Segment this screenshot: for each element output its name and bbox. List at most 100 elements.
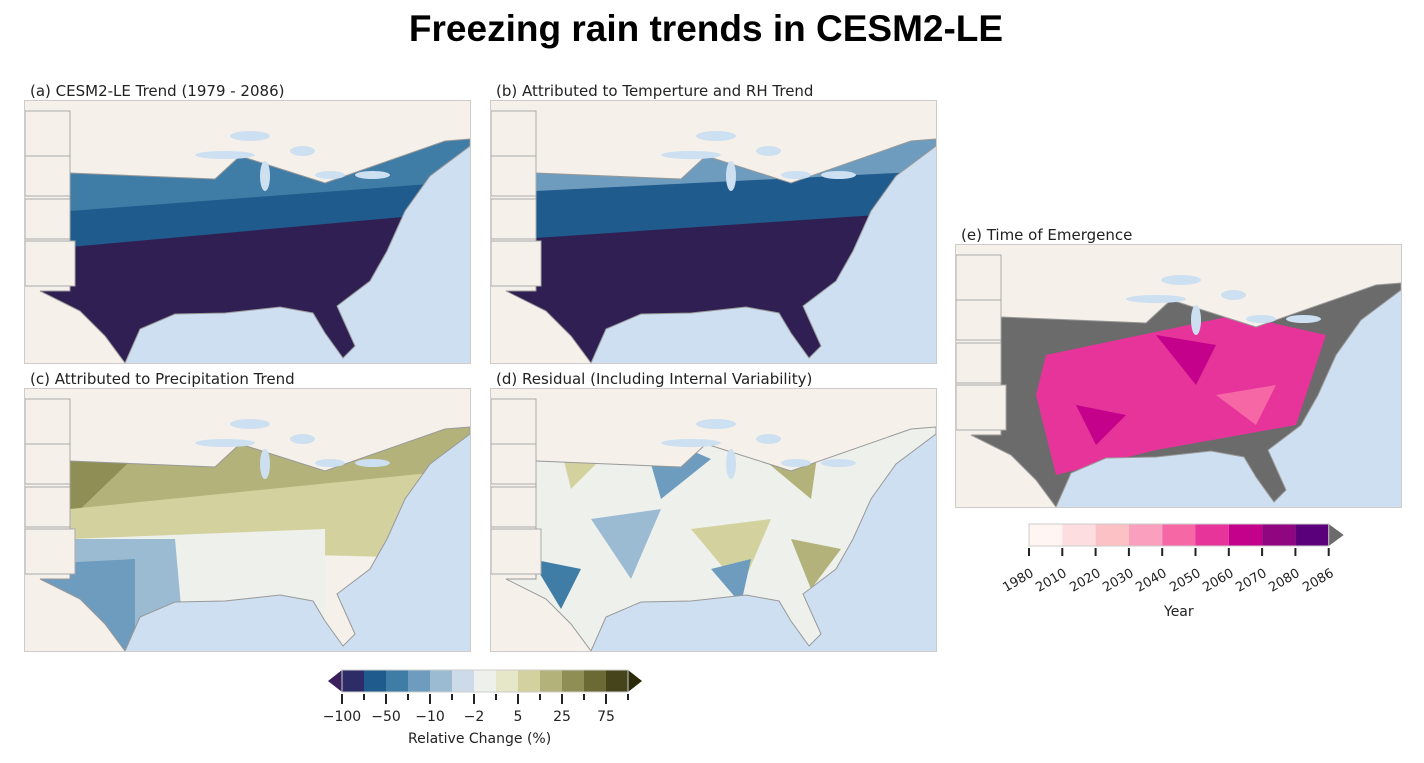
colorbar-under-arrow <box>328 670 342 692</box>
state-outline <box>956 299 1002 341</box>
figure-title: Freezing rain trends in CESM2-LE <box>408 8 1004 49</box>
colorbar-swatch <box>430 670 452 692</box>
colorbar-swatch <box>1095 524 1129 546</box>
colorbar-year-label: Year <box>1164 604 1194 620</box>
colorbar-tick-label: 2010 <box>1033 566 1070 596</box>
great-lake <box>1286 315 1321 323</box>
colorbar-tick-label: −50 <box>371 709 401 725</box>
colorbar-tick-label: 2040 <box>1133 566 1170 596</box>
colorbar-swatch <box>496 670 518 692</box>
great-lake <box>726 449 736 479</box>
colorbar-swatch <box>386 670 408 692</box>
colorbar-tick-label: 5 <box>513 709 523 725</box>
great-lake <box>696 131 736 141</box>
colorbar-tick-label: 2060 <box>1200 566 1237 596</box>
great-lake <box>756 434 781 444</box>
state-outline <box>491 528 542 575</box>
state-outline <box>25 528 76 575</box>
state-outline <box>25 240 76 287</box>
colorbar-swatch <box>1062 524 1096 546</box>
colorbar-change-label: Relative Change (%) <box>408 731 552 747</box>
great-lake <box>195 151 255 159</box>
colorbar-swatch <box>540 670 562 692</box>
contour-region <box>531 559 581 609</box>
colorbar-swatch <box>342 670 364 692</box>
colorbar-swatch <box>452 670 474 692</box>
colorbar-swatch <box>364 670 386 692</box>
relative-change-colorbar <box>328 669 642 704</box>
state-outline <box>25 443 71 485</box>
colorbar-swatch <box>1029 524 1063 546</box>
us-border <box>505 426 936 651</box>
great-lake <box>315 171 345 179</box>
year-colorbar <box>1028 523 1344 556</box>
colorbar-tick-label: 2020 <box>1066 566 1104 596</box>
colorbar-frame <box>1028 523 1330 547</box>
state-outline <box>956 342 1002 384</box>
panel-b-title: (b) Attributed to Temperture and RH Tren… <box>496 82 814 100</box>
colorbar-swatch <box>1262 524 1296 546</box>
state-outline <box>491 110 537 162</box>
colorbar-swatch <box>562 670 584 692</box>
contour-region <box>711 559 751 604</box>
state-outline <box>25 155 71 197</box>
colorbar-tick-label: 2086 <box>1300 566 1337 596</box>
great-lake <box>696 419 736 429</box>
state-outline <box>491 155 537 197</box>
state-outline <box>25 198 71 240</box>
colorbar-swatch <box>1228 524 1263 546</box>
colorbar-tick-label: −10 <box>415 709 445 725</box>
state-outline <box>25 486 71 528</box>
panel-a-title: (a) CESM2-LE Trend (1979 - 2086) <box>30 82 285 100</box>
great-lake <box>1126 295 1186 303</box>
state-outline <box>491 198 537 240</box>
contour-region <box>591 509 661 579</box>
great-lake <box>230 131 270 141</box>
contour-region <box>1076 405 1126 445</box>
great-lake <box>1246 315 1276 323</box>
contour-region <box>1036 315 1326 475</box>
contour-region <box>1216 385 1276 425</box>
panel-e-title: (e) Time of Emergence <box>961 226 1133 244</box>
great-lake <box>821 171 856 179</box>
state-outline <box>491 486 537 528</box>
great-lake <box>230 419 270 429</box>
great-lake <box>290 434 315 444</box>
colorbar-tick-label: 1980 <box>1000 566 1037 596</box>
great-lake <box>290 146 315 156</box>
great-lake <box>726 161 736 191</box>
colorbar-tick-label: −100 <box>322 709 362 725</box>
colorbar-swatch <box>1195 524 1229 546</box>
us-border <box>39 426 470 651</box>
colorbar-tick-label: 25 <box>553 709 571 725</box>
us-border <box>505 138 936 363</box>
contour-region <box>791 539 841 589</box>
great-lake <box>781 171 811 179</box>
colorbar-tick-label: 2080 <box>1266 566 1303 596</box>
map-panel-d <box>490 388 937 652</box>
great-lake <box>315 459 345 467</box>
great-lake <box>781 459 811 467</box>
colorbar-swatch <box>518 670 540 692</box>
contour-region <box>1156 335 1216 385</box>
us-border <box>970 282 1401 507</box>
colorbar-swatch <box>1128 524 1163 546</box>
map-panel-b <box>490 100 937 364</box>
colorbar-swatch <box>606 670 628 692</box>
colorbar-swatch <box>408 670 430 692</box>
panel-d-title: (d) Residual (Including Internal Variabi… <box>496 370 813 388</box>
colorbar-tick-label: 2030 <box>1100 566 1137 596</box>
great-lake <box>1221 290 1246 300</box>
great-lake <box>260 161 270 191</box>
colorbar-tick-label: 75 <box>597 709 615 725</box>
colorbar-over-arrow <box>1328 524 1344 546</box>
great-lake <box>821 459 856 467</box>
great-lake <box>756 146 781 156</box>
state-outline <box>491 443 537 485</box>
colorbar-swatch <box>474 670 496 692</box>
great-lake <box>1161 275 1201 285</box>
colorbar-frame <box>341 669 629 693</box>
colorbar-tick-label: 2050 <box>1166 566 1203 596</box>
colorbar-tick-label: −2 <box>463 709 485 725</box>
great-lake <box>1191 305 1201 335</box>
